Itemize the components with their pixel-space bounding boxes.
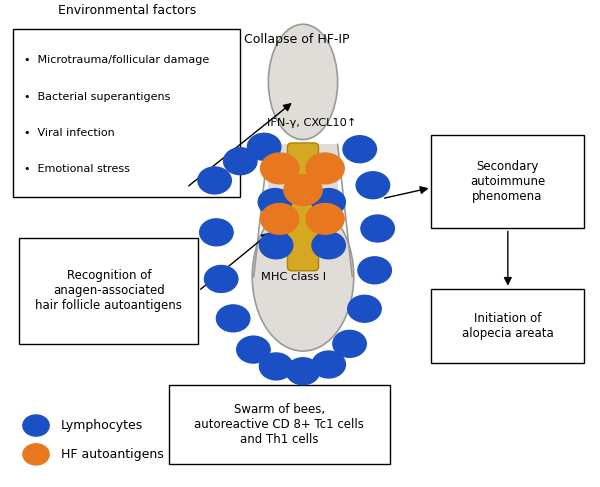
Text: Initiation of
alopecia areata: Initiation of alopecia areata bbox=[461, 312, 553, 340]
Circle shape bbox=[286, 358, 320, 385]
Circle shape bbox=[284, 175, 322, 206]
Text: Lymphocytes: Lymphocytes bbox=[61, 419, 143, 432]
Circle shape bbox=[258, 188, 292, 216]
Text: IFN-γ, CXCL10↑: IFN-γ, CXCL10↑ bbox=[267, 117, 356, 128]
Circle shape bbox=[205, 265, 238, 292]
Circle shape bbox=[260, 153, 299, 184]
Circle shape bbox=[312, 351, 346, 378]
Text: HF autoantigens: HF autoantigens bbox=[61, 448, 164, 461]
Text: Environmental factors: Environmental factors bbox=[58, 4, 196, 17]
Circle shape bbox=[312, 232, 346, 259]
Circle shape bbox=[247, 133, 281, 160]
Circle shape bbox=[333, 330, 366, 357]
Circle shape bbox=[217, 305, 250, 332]
Bar bbox=[19, 238, 199, 344]
Circle shape bbox=[361, 215, 394, 242]
Text: •  Bacterial superantigens: • Bacterial superantigens bbox=[24, 92, 170, 101]
Text: Secondary
autoimmune
phenomena: Secondary autoimmune phenomena bbox=[470, 160, 545, 203]
Bar bbox=[169, 385, 389, 464]
Circle shape bbox=[306, 204, 344, 234]
Ellipse shape bbox=[252, 202, 354, 351]
Circle shape bbox=[312, 188, 346, 216]
Circle shape bbox=[343, 136, 376, 163]
Circle shape bbox=[259, 232, 293, 259]
Circle shape bbox=[198, 167, 232, 194]
Circle shape bbox=[358, 257, 391, 284]
Circle shape bbox=[200, 219, 233, 246]
Circle shape bbox=[260, 204, 299, 234]
Text: •  Viral infection: • Viral infection bbox=[24, 128, 115, 137]
Text: Collapse of HF-IP: Collapse of HF-IP bbox=[244, 33, 350, 46]
Circle shape bbox=[356, 172, 389, 199]
Ellipse shape bbox=[268, 24, 338, 140]
FancyBboxPatch shape bbox=[287, 143, 319, 271]
Text: •  Emotional stress: • Emotional stress bbox=[24, 164, 130, 173]
Circle shape bbox=[23, 444, 49, 465]
Bar bbox=[431, 289, 584, 363]
Circle shape bbox=[236, 336, 270, 363]
Text: MHC class I: MHC class I bbox=[262, 272, 326, 282]
Circle shape bbox=[259, 353, 293, 380]
Text: Recognition of
anagen-associated
hair follicle autoantigens: Recognition of anagen-associated hair fo… bbox=[35, 269, 182, 313]
Circle shape bbox=[306, 153, 344, 184]
Text: •  Microtrauma/follicular damage: • Microtrauma/follicular damage bbox=[24, 56, 209, 65]
Bar bbox=[431, 135, 584, 228]
Circle shape bbox=[23, 415, 49, 436]
Text: Swarm of bees,
autoreactive CD 8+ Tc1 cells
and Th1 cells: Swarm of bees, autoreactive CD 8+ Tc1 ce… bbox=[194, 403, 364, 446]
Circle shape bbox=[348, 295, 381, 322]
Circle shape bbox=[224, 148, 257, 175]
Bar bbox=[268, 144, 338, 254]
Bar bbox=[13, 29, 240, 197]
